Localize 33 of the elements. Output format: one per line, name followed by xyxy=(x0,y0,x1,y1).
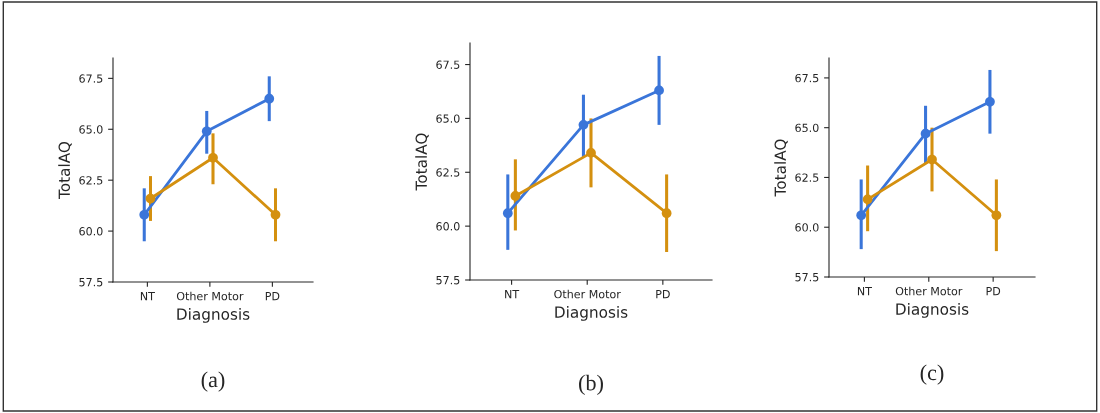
y-tick-label: 65.0 xyxy=(436,114,460,123)
y-tick-label: 57.5 xyxy=(79,278,103,287)
y-tick-label: 62.5 xyxy=(795,173,819,182)
y-axis-title: TotalAQ xyxy=(415,133,429,191)
x-tick-label: PD xyxy=(656,290,670,299)
text: (c) xyxy=(920,364,944,385)
y-tick-label: 57.5 xyxy=(795,273,819,282)
y-tick-label: 65.0 xyxy=(795,123,819,133)
x-tick-label: PD xyxy=(265,292,280,301)
y-tick-label: 57.5 xyxy=(436,276,460,285)
y-axis-title: TotalAQ xyxy=(58,141,72,199)
y-axis-title: TotalAQ xyxy=(774,139,788,197)
x-tick-label: Other Motor xyxy=(176,291,244,301)
x-tick-label: Other Motor xyxy=(895,286,963,296)
x-tick-label: NT xyxy=(505,290,520,299)
y-tick-label: 60.0 xyxy=(79,227,103,236)
x-tick-label: PD xyxy=(986,287,1001,296)
y-tick-label: 67.5 xyxy=(795,73,819,83)
y-tick-label: 60.0 xyxy=(795,223,819,232)
y-tick-label: 65.0 xyxy=(79,125,103,134)
y-tick-label: 67.5 xyxy=(436,60,460,69)
x-tick-label: Other Motor xyxy=(554,289,621,299)
y-tick-label: 67.5 xyxy=(79,74,103,83)
x-axis-title: Diagnosis xyxy=(555,306,628,321)
x-axis-title: Diagnosis xyxy=(177,308,250,323)
x-tick-label: NT xyxy=(857,287,872,296)
y-tick-label: 62.5 xyxy=(79,176,103,185)
text: (b) xyxy=(579,374,603,395)
x-axis-title: Diagnosis xyxy=(896,303,969,318)
y-tick-label: 60.0 xyxy=(436,222,460,231)
text: (a) xyxy=(201,371,225,392)
x-tick-label: NT xyxy=(140,292,155,301)
y-tick-label: 62.5 xyxy=(436,168,460,177)
